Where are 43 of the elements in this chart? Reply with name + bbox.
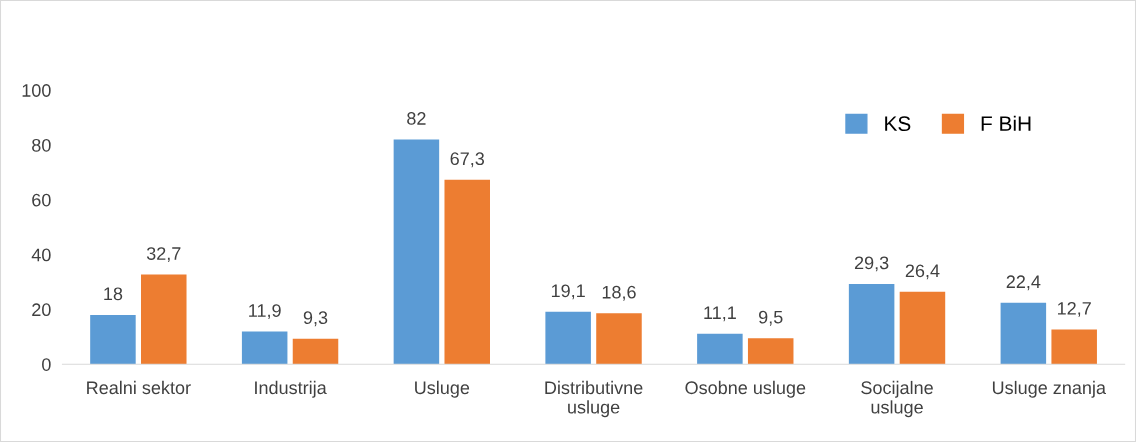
bar	[1000, 302, 1047, 365]
x-tick-label: Usluge znanja	[992, 380, 1106, 398]
legend-label: KS	[885, 116, 911, 132]
data-label: 22,4	[1006, 275, 1041, 291]
x-tick-label: Socijalne usluge	[861, 380, 933, 418]
y-tick-label: 40	[31, 248, 51, 262]
bar	[393, 139, 440, 365]
data-label: 67,3	[450, 152, 485, 168]
data-label: 9,3	[303, 311, 328, 327]
data-label: 29,3	[854, 256, 889, 272]
data-label: 12,7	[1058, 301, 1091, 317]
y-tick-label: 60	[32, 193, 51, 207]
bar	[697, 333, 743, 365]
data-label: 11,9	[249, 304, 281, 320]
bar	[292, 338, 339, 365]
bar	[747, 338, 794, 365]
bar	[545, 311, 591, 365]
y-tick-label: 0	[42, 358, 51, 371]
data-label: 82	[407, 112, 426, 125]
y-tick-label: 100	[22, 84, 51, 97]
bar	[141, 274, 187, 365]
data-label: 18	[104, 287, 123, 301]
data-label: 19,1	[551, 284, 585, 300]
bar	[899, 291, 946, 365]
y-tick-label: 20	[32, 303, 51, 317]
x-tick-label: Usluge	[415, 380, 470, 398]
x-tick-label: Realni sektor	[87, 380, 191, 395]
bar	[241, 331, 288, 365]
data-label: 18,6	[602, 285, 636, 301]
data-label: 11,1	[704, 306, 736, 322]
bar	[90, 314, 136, 365]
y-tick-label: 80	[32, 138, 51, 152]
bar	[848, 283, 895, 365]
x-tick-label: Osobne usluge	[685, 380, 806, 398]
x-tick-label: Distributivne usluge	[545, 380, 643, 418]
data-label: 9,5	[759, 310, 783, 326]
x-tick-label: Industrija	[255, 380, 327, 398]
bar	[444, 179, 490, 365]
bar	[596, 313, 642, 365]
bar	[1051, 329, 1097, 365]
legend-label: F BiH	[981, 115, 1031, 131]
data-label: 32,7	[146, 247, 181, 263]
data-label: 26,4	[905, 264, 940, 280]
